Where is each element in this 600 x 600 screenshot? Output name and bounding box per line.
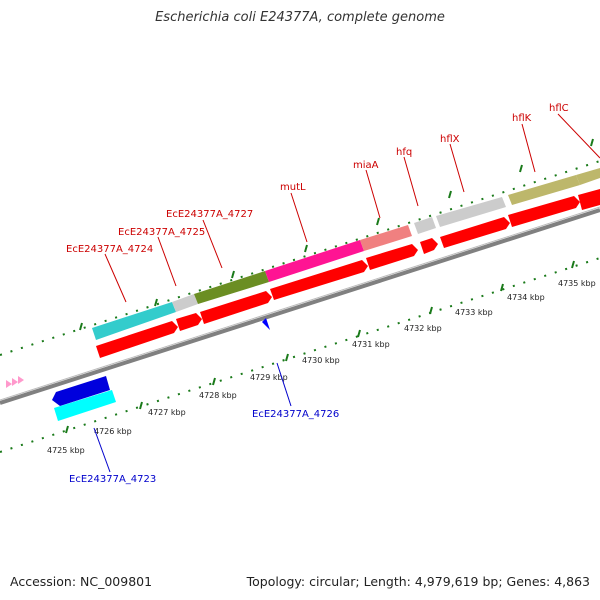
gene-label[interactable]: miaA	[353, 160, 379, 171]
leader-line	[557, 113, 600, 159]
feature-EcE24377A_4724[interactable]	[92, 302, 176, 340]
major-tick	[376, 217, 380, 226]
scale-labels: 4725 kbp 4726 kbp 4727 kbp 4728 kbp 4729…	[47, 279, 596, 455]
major-tick	[285, 353, 289, 362]
genome-stats: Topology: circular; Length: 4,979,619 bp…	[246, 574, 590, 589]
gene-label[interactable]: mutL	[280, 182, 306, 193]
scale-label: 4731 kbp	[352, 340, 390, 349]
small-feature-marker[interactable]	[262, 318, 270, 330]
leader-line	[157, 236, 177, 287]
forward-leader-lines	[104, 113, 600, 303]
feature-EcE24377A_4727[interactable]	[194, 271, 269, 304]
scale-label: 4729 kbp	[250, 373, 288, 382]
scale-label: 4727 kbp	[148, 408, 186, 417]
gene-label[interactable]: hflX	[440, 134, 460, 145]
feature-hfq[interactable]	[414, 217, 436, 234]
gene-label[interactable]: hflK	[512, 113, 532, 124]
accession-label: Accession: NC_009801	[10, 574, 153, 589]
gene-label[interactable]: EcE24377A_4724	[66, 244, 153, 255]
leader-line	[449, 143, 465, 193]
scale-label: 4728 kbp	[199, 391, 237, 400]
gene-label[interactable]: hfq	[396, 147, 412, 158]
major-tick	[139, 401, 143, 410]
pink-arrow	[12, 378, 18, 386]
major-tick	[231, 270, 235, 279]
feature-miaA[interactable]	[360, 225, 412, 251]
backbone	[0, 206, 600, 405]
backbone-line-highlight	[0, 206, 600, 401]
feature-EcE24377A_4723[interactable]	[54, 390, 116, 421]
scale-label: 4734 kbp	[507, 293, 545, 302]
major-tick	[429, 306, 433, 315]
major-tick	[304, 244, 308, 253]
leader-line	[202, 219, 223, 269]
leader-line	[290, 192, 308, 243]
forward-gene-labels: EcE24377A_4724 EcE24377A_4725 EcE24377A_…	[66, 103, 569, 255]
major-tick	[154, 298, 158, 307]
backbone-line	[0, 208, 600, 405]
major-tick	[500, 283, 504, 292]
cds-arrow[interactable]	[508, 196, 580, 227]
cds-arrow[interactable]	[420, 238, 438, 254]
gene-label[interactable]: EcE24377A_4723	[69, 474, 156, 485]
leader-line	[521, 123, 536, 173]
feature-EcE24377A_4726[interactable]	[52, 376, 110, 406]
major-tick	[212, 377, 216, 386]
cds-arrow[interactable]	[200, 291, 272, 324]
reverse-features	[52, 376, 116, 421]
scale-label: 4735 kbp	[558, 279, 596, 288]
cds-arrow[interactable]	[176, 313, 202, 331]
feature-hflC[interactable]	[576, 168, 600, 185]
inner-major-ticks	[65, 260, 575, 434]
scale-label: 4730 kbp	[302, 356, 340, 365]
scale-label: 4726 kbp	[94, 427, 132, 436]
reverse-leader-lines	[93, 362, 292, 473]
leader-line	[276, 362, 292, 407]
scale-label: 4725 kbp	[47, 446, 85, 455]
leader-line	[403, 156, 419, 207]
major-tick	[590, 138, 594, 147]
leader-line	[104, 253, 127, 303]
major-tick	[571, 260, 575, 269]
major-tick	[519, 164, 523, 173]
major-tick	[79, 322, 83, 331]
map-title: Escherichia coli E24377A, complete genom…	[155, 10, 445, 25]
major-tick	[357, 329, 361, 338]
feature-mutL[interactable]	[265, 240, 364, 282]
major-tick	[65, 425, 69, 434]
scale-label: 4733 kbp	[455, 308, 493, 317]
gene-label[interactable]: EcE24377A_4726	[252, 409, 339, 420]
outer-major-ticks	[79, 138, 594, 331]
cds-arrow[interactable]	[270, 260, 368, 300]
feature-hflK[interactable]	[508, 175, 580, 205]
scale-label: 4732 kbp	[404, 324, 442, 333]
reverse-gene-labels: EcE24377A_4726 EcE24377A_4723	[69, 409, 339, 485]
forward-features	[92, 168, 600, 340]
gene-label[interactable]: EcE24377A_4725	[118, 227, 205, 238]
cds-row	[96, 189, 600, 358]
leader-line	[365, 169, 381, 219]
cds-arrow[interactable]	[96, 321, 178, 358]
feature-hflX[interactable]	[436, 197, 506, 227]
cds-arrow[interactable]	[366, 244, 418, 270]
pink-arrow	[6, 380, 12, 388]
leader-line	[93, 427, 111, 473]
gene-label[interactable]: EcE24377A_4727	[166, 209, 253, 220]
cds-arrow[interactable]	[578, 189, 600, 210]
feature-EcE24377A_4725[interactable]	[172, 294, 198, 312]
major-tick	[448, 190, 452, 199]
left-pink-arrows	[6, 376, 24, 388]
cds-arrow[interactable]	[440, 217, 510, 248]
pink-arrow	[18, 376, 24, 384]
gene-label[interactable]: hflC	[549, 103, 569, 114]
